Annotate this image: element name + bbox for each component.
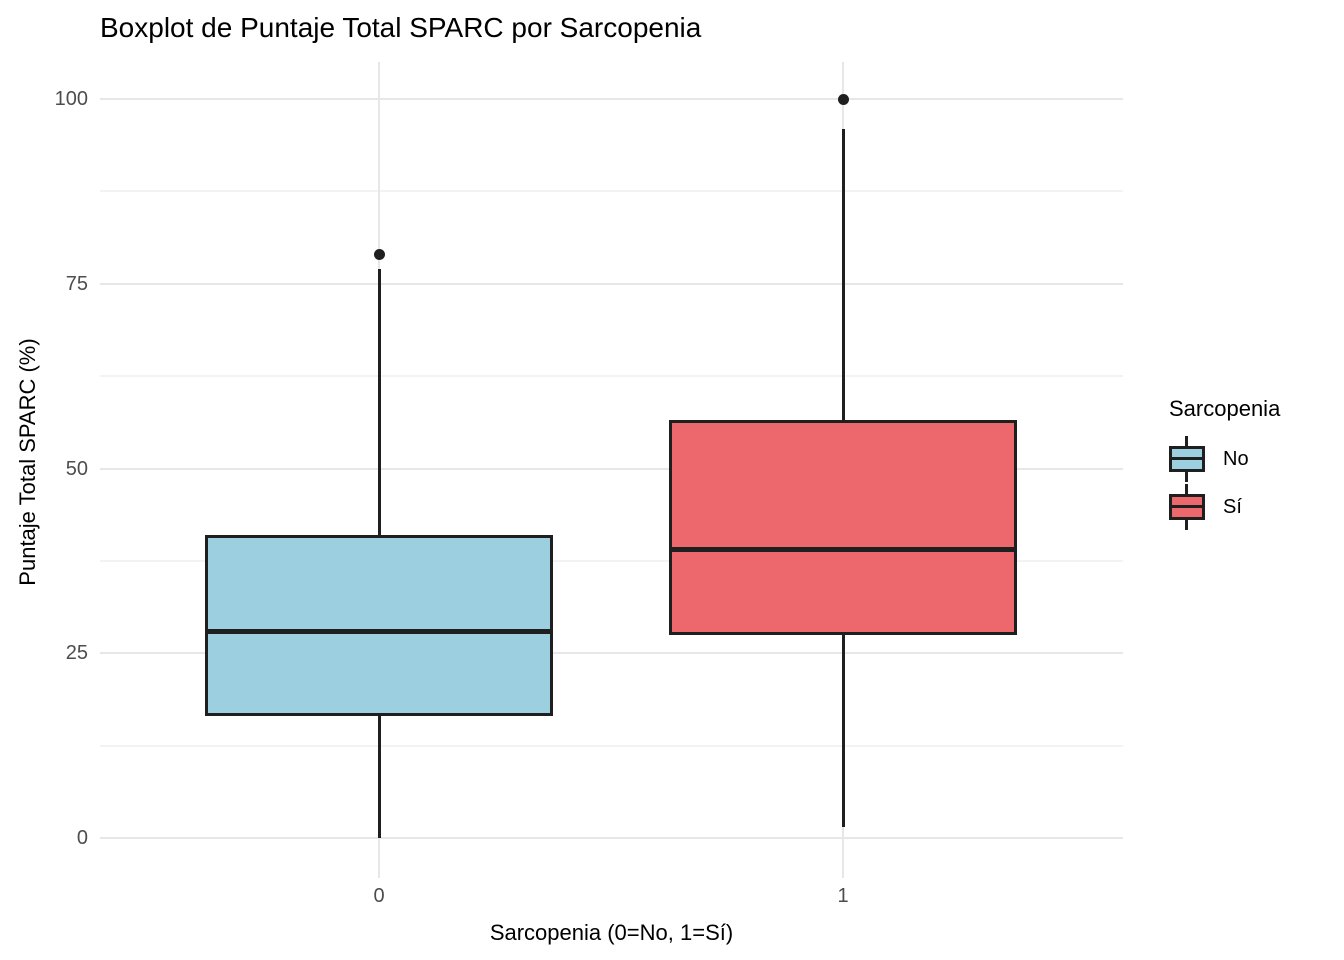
- x-axis-title: Sarcopenia (0=No, 1=Sí): [489, 920, 734, 945]
- y-tick-label: 0: [76, 827, 88, 849]
- gridline-major: [100, 467, 1123, 470]
- plot-panel: [100, 62, 1123, 878]
- chart-title: Boxplot de Puntaje Total SPARC por Sarco…: [100, 12, 702, 43]
- legend: Sarcopenia No Sí: [1163, 396, 1343, 532]
- box: [669, 420, 1017, 635]
- outlier-point: [373, 248, 385, 260]
- y-tick-label: 25: [65, 642, 88, 665]
- gridline-minor: [100, 375, 1123, 378]
- gridline-major: [100, 837, 1123, 839]
- x-tick-label: 0: [373, 885, 385, 907]
- whisker-lower: [377, 716, 381, 838]
- legend-item-sí: Sí: [1163, 484, 1343, 530]
- y-tick-label: 75: [65, 272, 88, 295]
- legend-item-no: No: [1163, 436, 1343, 482]
- x-tick-label: 1: [837, 885, 849, 907]
- gridline-minor: [100, 190, 1123, 193]
- gridline-major: [100, 652, 1123, 655]
- y-tick-label: 100: [54, 88, 88, 110]
- gridline-minor: [100, 744, 1123, 747]
- y-tick-label: 50: [65, 457, 88, 480]
- legend-items: No Sí: [1163, 436, 1343, 530]
- legend-key-boxplot-icon: [1167, 436, 1207, 482]
- legend-key-median: [1172, 457, 1202, 460]
- median-line: [205, 628, 553, 634]
- legend-title: Sarcopenia: [1169, 396, 1281, 421]
- legend-item-label: Sí: [1223, 495, 1242, 518]
- legend-key-median: [1172, 505, 1202, 508]
- gridline-major: [100, 282, 1123, 285]
- gridline-major: [100, 98, 1123, 100]
- whisker-lower: [841, 634, 845, 827]
- outlier-point: [837, 93, 849, 105]
- box: [205, 535, 553, 717]
- median-line: [669, 547, 1017, 553]
- whisker-upper: [377, 268, 381, 535]
- legend-key-boxplot-icon: [1167, 484, 1207, 530]
- whisker-upper: [841, 128, 845, 421]
- gridline-minor: [100, 559, 1123, 562]
- legend-item-label: No: [1223, 447, 1249, 470]
